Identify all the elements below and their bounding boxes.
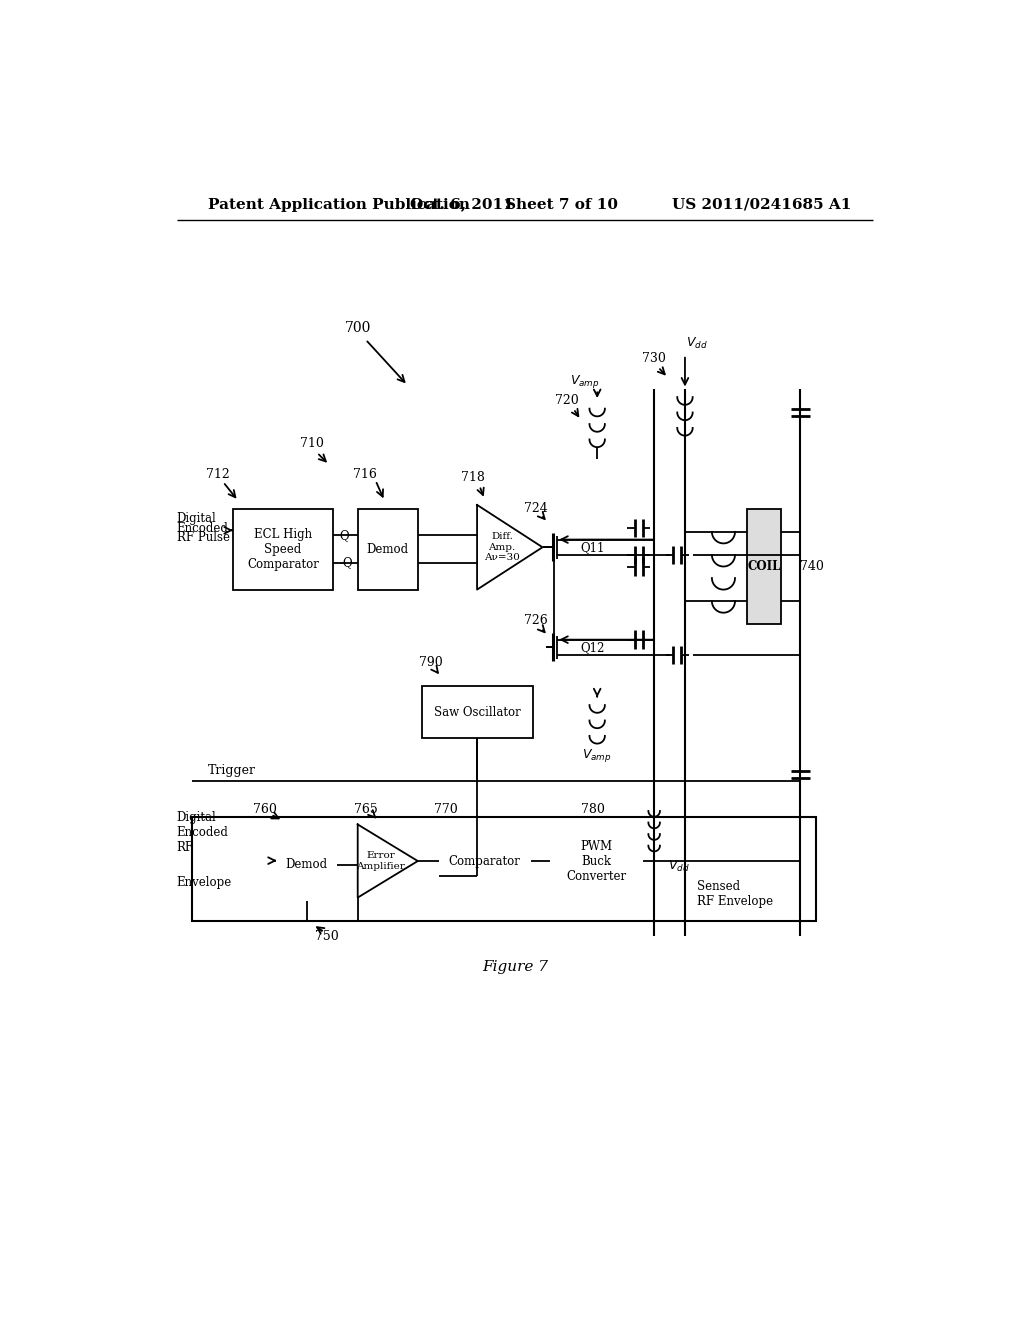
Text: $V_{amp}$: $V_{amp}$ [570,374,600,391]
Text: $V_{dd}$: $V_{dd}$ [668,859,689,874]
Text: US 2011/0241685 A1: US 2011/0241685 A1 [673,198,852,211]
Bar [193,817,816,921]
Text: Demod: Demod [367,543,409,556]
Text: -Q: -Q [339,557,353,569]
Text: RF Pulse: RF Pulse [177,531,229,544]
Text: 760: 760 [253,803,278,816]
Text: 700: 700 [344,321,371,335]
Text: 740: 740 [801,560,824,573]
Text: Digital: Digital [177,512,216,525]
Text: Trigger: Trigger [208,764,256,777]
Text: 720: 720 [555,395,579,408]
Text: Figure 7: Figure 7 [482,960,549,974]
Text: 765: 765 [353,803,377,816]
Text: 718: 718 [461,471,485,484]
Text: Saw Oscillator: Saw Oscillator [434,705,521,718]
Text: Q: Q [339,529,349,543]
Text: Patent Application Publication: Patent Application Publication [208,198,470,211]
Text: Sheet 7 of 10: Sheet 7 of 10 [505,198,618,211]
Text: PWM
Buck
Converter: PWM Buck Converter [566,840,627,883]
Text: Oct. 6, 2011: Oct. 6, 2011 [410,198,513,211]
Text: Demod: Demod [286,858,328,871]
Bar [550,825,643,898]
Text: ECL High
Speed
Comparator: ECL High Speed Comparator [247,528,318,570]
Text: 716: 716 [353,467,378,480]
Text: Q12: Q12 [581,640,604,653]
Bar [746,508,781,624]
Bar [422,686,534,738]
Text: Envelope: Envelope [177,875,232,888]
Text: Q11: Q11 [581,541,604,554]
Text: 726: 726 [524,614,548,627]
Text: Comparator: Comparator [449,854,520,867]
Bar [438,825,531,898]
Text: $V_{amp}$: $V_{amp}$ [583,747,612,764]
Bar [276,829,337,902]
Text: 710: 710 [300,437,324,450]
Text: Encoded: Encoded [177,521,228,535]
Text: COIL: COIL [748,560,780,573]
Text: 780: 780 [581,803,604,816]
Text: 750: 750 [315,929,339,942]
Text: Digital
Encoded
RF: Digital Encoded RF [177,810,228,854]
Text: 724: 724 [524,502,548,515]
Text: 712: 712 [206,467,229,480]
Text: Diff.
Amp.
Aν=30: Diff. Amp. Aν=30 [484,532,520,562]
Text: 730: 730 [642,352,666,366]
Text: Error
Amplifier: Error Amplifier [356,851,404,871]
Bar [233,508,333,590]
Text: $V_{dd}$: $V_{dd}$ [686,335,708,351]
Bar [357,508,418,590]
Text: 790: 790 [419,656,442,669]
Text: Sensed
RF Envelope: Sensed RF Envelope [696,879,773,908]
Text: 770: 770 [434,803,458,816]
